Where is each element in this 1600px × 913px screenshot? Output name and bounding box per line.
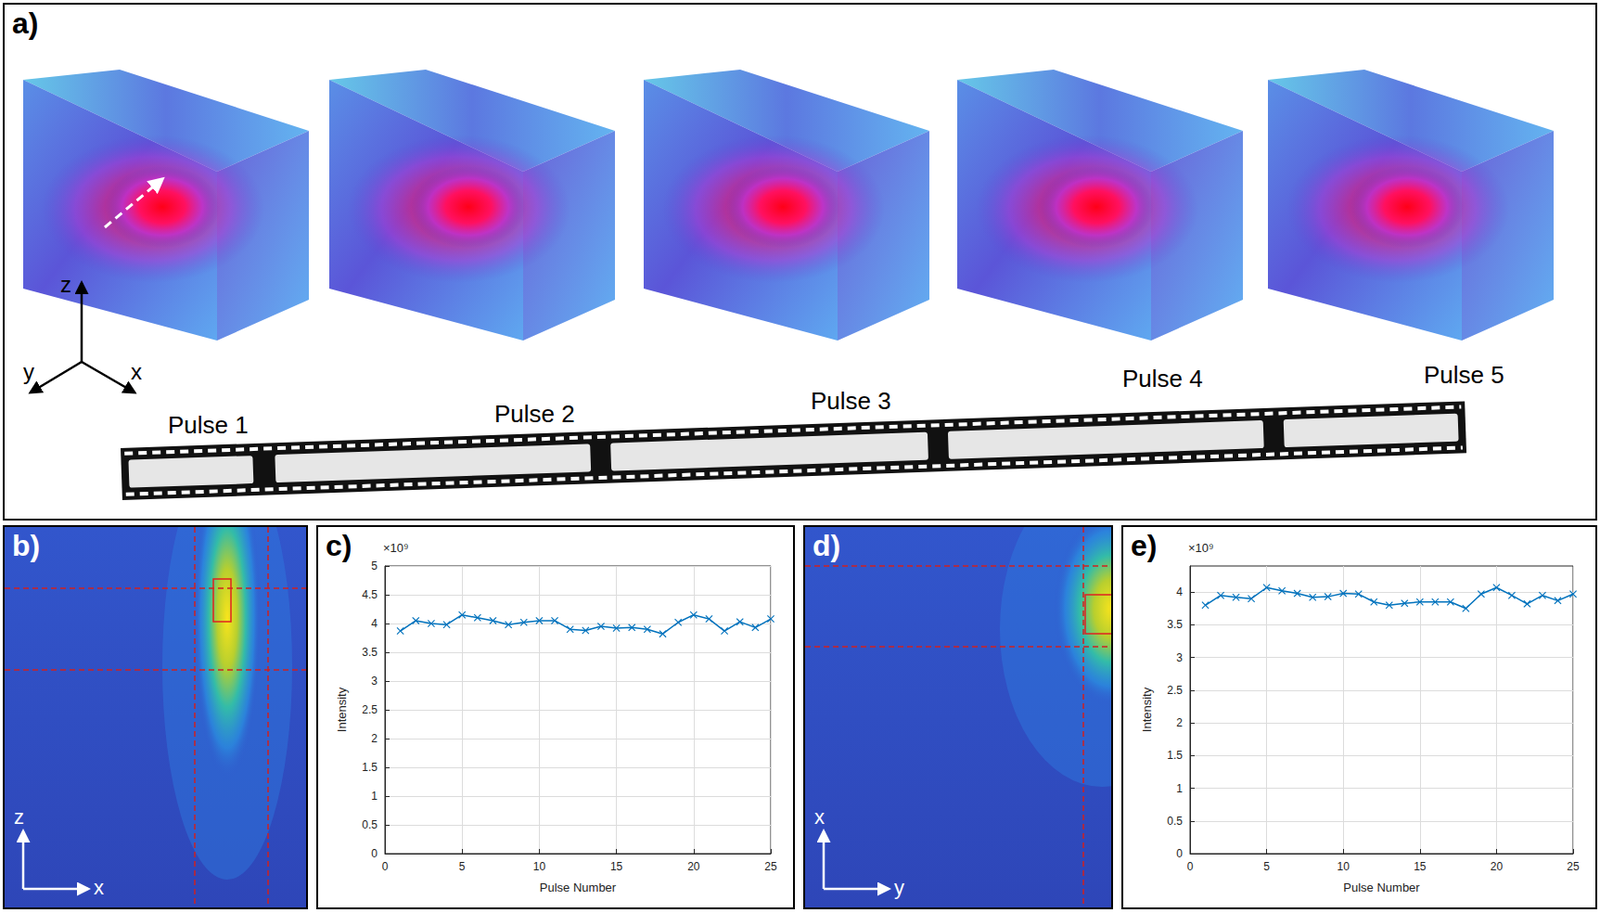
svg-text:Pulse 1: Pulse 1 [167, 410, 249, 439]
html-text:a): a) [12, 6, 39, 40]
svg-text:2: 2 [371, 731, 378, 745]
svg-text:3.5: 3.5 [1166, 617, 1183, 631]
svg-text:4.5: 4.5 [361, 588, 378, 602]
svg-text:×10⁹: ×10⁹ [383, 540, 410, 555]
svg-text:x: x [130, 358, 142, 384]
svg-text:15: 15 [1413, 859, 1427, 873]
html-text:e): e) [1130, 528, 1158, 563]
svg-text:2: 2 [1176, 716, 1183, 730]
svg-text:15: 15 [610, 859, 624, 873]
svg-text:0.5: 0.5 [1166, 814, 1183, 828]
svg-text:0: 0 [382, 859, 389, 873]
html-text:c): c) [325, 528, 352, 563]
svg-text:20: 20 [687, 859, 701, 873]
svg-text:0: 0 [1176, 846, 1183, 860]
svg-text:Pulse 5: Pulse 5 [1423, 360, 1505, 389]
svg-text:1: 1 [1176, 781, 1183, 795]
svg-text:x: x [814, 805, 825, 829]
html-text:d): d) [812, 528, 841, 563]
svg-text:0.5: 0.5 [361, 818, 378, 832]
svg-text:1: 1 [371, 789, 378, 803]
svg-text:×10⁹: ×10⁹ [1188, 540, 1215, 555]
svg-text:y: y [23, 358, 35, 384]
svg-text:Pulse Number: Pulse Number [539, 880, 617, 895]
svg-text:3: 3 [1176, 651, 1183, 665]
svg-text:25: 25 [1566, 859, 1580, 873]
svg-text:5: 5 [459, 859, 466, 873]
svg-text:20: 20 [1490, 859, 1504, 873]
svg-text:Intensity: Intensity [1139, 686, 1154, 732]
svg-text:0: 0 [371, 846, 378, 860]
svg-text:4: 4 [1176, 585, 1183, 599]
svg-text:Intensity: Intensity [334, 686, 349, 732]
html-text:b): b) [12, 528, 41, 563]
svg-text:4: 4 [371, 616, 378, 630]
svg-text:25: 25 [764, 859, 778, 873]
svg-text:Pulse Number: Pulse Number [1343, 880, 1421, 895]
svg-text:10: 10 [533, 859, 547, 873]
svg-text:2.5: 2.5 [361, 703, 378, 717]
svg-text:Pulse 4: Pulse 4 [1122, 364, 1204, 393]
svg-text:1.5: 1.5 [361, 760, 378, 774]
svg-text:5: 5 [371, 559, 378, 573]
svg-text:3.5: 3.5 [361, 645, 378, 659]
svg-text:3: 3 [371, 674, 378, 688]
svg-text:z: z [13, 805, 25, 829]
svg-text:1.5: 1.5 [1166, 748, 1183, 762]
svg-text:x: x [93, 875, 104, 899]
svg-text:z: z [60, 271, 72, 297]
svg-text:2.5: 2.5 [1166, 683, 1183, 697]
svg-text:Pulse 3: Pulse 3 [810, 386, 892, 415]
svg-text:Pulse 2: Pulse 2 [494, 399, 576, 428]
svg-text:y: y [894, 875, 905, 899]
svg-text:10: 10 [1337, 859, 1351, 873]
svg-text:5: 5 [1263, 859, 1270, 873]
svg-text:0: 0 [1187, 859, 1194, 873]
